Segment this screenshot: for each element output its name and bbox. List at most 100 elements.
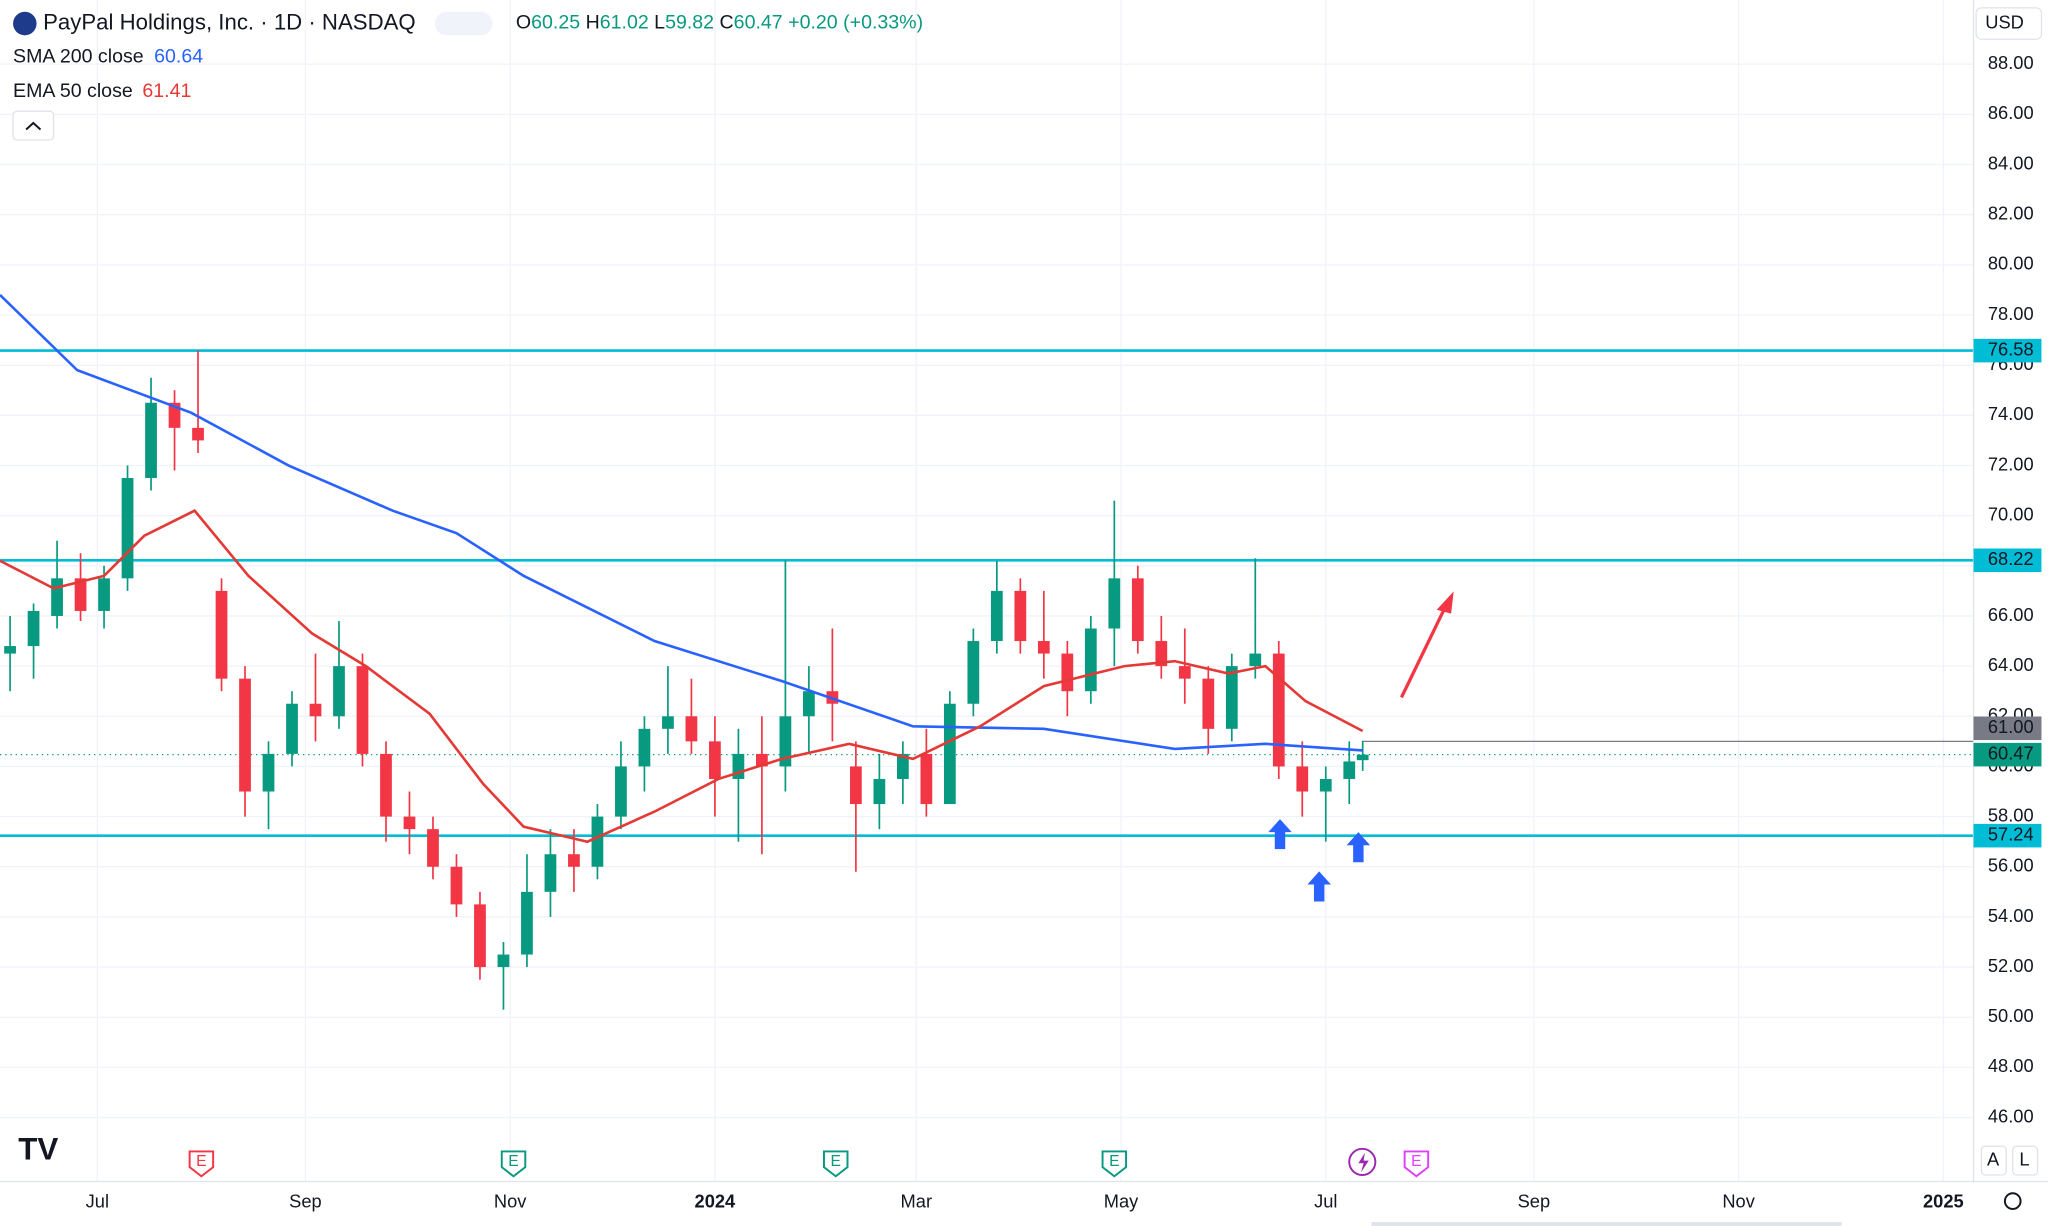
candle-body: [450, 866, 463, 905]
x-tick-label: 2025: [1923, 1190, 1964, 1211]
annotation-arrows: [1268, 591, 1454, 902]
x-tick-label: May: [1104, 1190, 1139, 1211]
candle-body: [121, 478, 134, 579]
candle-body: [1343, 761, 1356, 779]
collapse-button[interactable]: [12, 110, 55, 141]
y-tick-label: 84.00: [1988, 152, 2034, 173]
candle-body: [239, 678, 251, 792]
candle-body: [732, 753, 745, 779]
candle-body: [756, 753, 768, 767]
candle-body: [990, 590, 1003, 642]
y-tick-label: 46.00: [1988, 1105, 2034, 1126]
candle-body: [333, 666, 345, 717]
event-label: E: [1109, 1153, 1119, 1170]
symbol[interactable]: PayPal Holdings, Inc. · 1D · NASDAQ: [43, 9, 416, 34]
candle-body: [4, 646, 16, 654]
candle-body: [591, 816, 604, 867]
candle-body: [309, 703, 322, 717]
settings-icon[interactable]: [2003, 1192, 2022, 1210]
candle-body: [474, 904, 486, 968]
event-marker: [1403, 1150, 1430, 1178]
indicator-name[interactable]: EMA 50 close: [13, 80, 133, 102]
x-tick-label: Jul: [86, 1190, 109, 1211]
event-marker: [1101, 1150, 1128, 1178]
candle-body: [262, 753, 275, 792]
event-label: E: [831, 1153, 841, 1170]
auto-button[interactable]: [1980, 1145, 2007, 1176]
candle-body: [27, 610, 40, 647]
collapse-icon: [25, 121, 42, 131]
candle-body: [356, 666, 369, 754]
scrollbar[interactable]: [1371, 1222, 1842, 1226]
candle-body: [803, 691, 815, 717]
candle-body: [1225, 666, 1238, 729]
blue-arrow: [1307, 871, 1331, 902]
candle-body: [1061, 653, 1074, 692]
candle-body: [98, 578, 110, 611]
grid: [0, 0, 1974, 1182]
symbol-logo: [13, 11, 37, 36]
candle-body: [896, 753, 909, 779]
last-price-badge: [1973, 742, 2042, 767]
low: 59.82: [665, 12, 714, 34]
indicator-value: 60.64: [154, 46, 203, 68]
log-button[interactable]: [2012, 1145, 2039, 1176]
candle-body: [779, 716, 792, 767]
candle-body: [662, 716, 674, 729]
x-tick-label: Nov: [1722, 1190, 1755, 1211]
candle-body: [638, 728, 651, 767]
indicator-line: [0, 293, 1363, 752]
open: 60.25: [531, 12, 580, 34]
candle-body: [544, 854, 557, 892]
currency-button[interactable]: [1975, 7, 2043, 40]
control-label: L: [2019, 1148, 2029, 1169]
candle-body: [403, 816, 416, 830]
candle-body: [1202, 678, 1215, 729]
y-tick-label: 74.00: [1988, 403, 2034, 424]
candle-body: [427, 829, 439, 867]
y-tick-label: 86.00: [1988, 102, 2034, 123]
x-tick-label: Mar: [901, 1190, 932, 1211]
dividend-bolt: [1358, 1152, 1369, 1173]
candle-body: [1131, 578, 1144, 642]
tv-logo: TV: [18, 1132, 58, 1167]
y-tick-label: 88.00: [1988, 52, 2034, 73]
x-tick-label: Sep: [289, 1190, 322, 1211]
candle-body: [380, 753, 392, 817]
level-label: 68.22: [1988, 548, 2034, 569]
candle-body: [1014, 590, 1027, 642]
candle-body: [1037, 641, 1050, 654]
candle-body: [497, 954, 510, 968]
candle-body: [1108, 578, 1121, 629]
blue-arrow: [1268, 819, 1292, 850]
y-tick-label: 72.00: [1988, 453, 2034, 474]
y-tick-label: 80.00: [1988, 253, 2034, 274]
high-label: 61.00: [1988, 716, 2034, 737]
y-tick-label: 56.00: [1988, 855, 2034, 876]
candle-body: [286, 703, 298, 754]
candle-body: [1155, 641, 1168, 667]
high-badge: [1973, 716, 2042, 741]
y-tick-label: 48.00: [1988, 1055, 2034, 1076]
y-tick-label: 66.00: [1988, 604, 2034, 625]
close: 60.47: [734, 12, 783, 34]
candle-body: [967, 641, 980, 704]
change-pct: (+0.33%): [843, 12, 923, 34]
candle-body: [709, 741, 721, 779]
high: 61.02: [600, 12, 649, 34]
last-price-label: 60.47: [1988, 742, 2034, 763]
event-label: E: [196, 1153, 206, 1170]
candle-body: [1249, 653, 1262, 667]
plot-area: [0, 293, 1974, 1010]
candle-body: [192, 427, 204, 441]
y-tick-label: 82.00: [1988, 203, 2034, 224]
y-tick-label: 58.00: [1988, 804, 2034, 825]
status-pill[interactable]: [434, 11, 493, 36]
candle-body: [215, 590, 228, 679]
red-arrow: [1400, 607, 1447, 699]
candle-body: [1356, 754, 1369, 761]
indicator-name[interactable]: SMA 200 close: [13, 46, 144, 68]
level-label: 57.24: [1988, 823, 2034, 844]
x-tick-label: Nov: [494, 1190, 527, 1211]
y-tick-label: 70.00: [1988, 503, 2034, 524]
